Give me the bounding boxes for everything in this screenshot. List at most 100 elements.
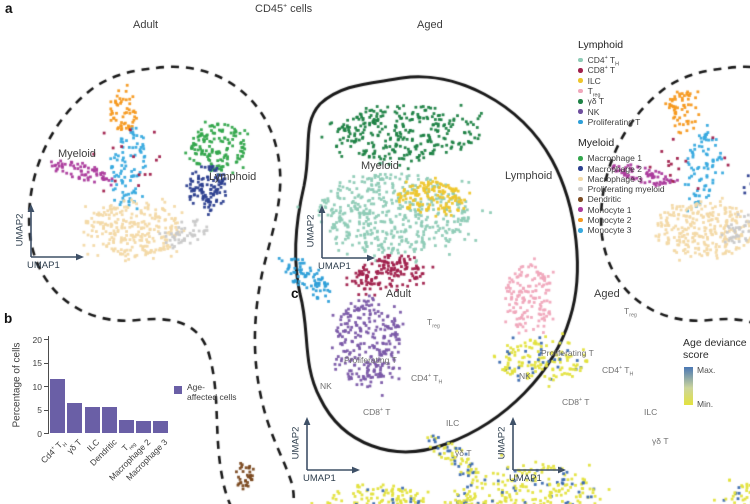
dendritic-color-dot (578, 197, 583, 202)
region-label-lymphoid-adult: Lymphoid (209, 171, 257, 183)
y-tick-label: 5 (37, 405, 42, 415)
y-tick-label: 20 (32, 334, 42, 345)
bar-chart-y-axis (48, 336, 49, 434)
legend-item-label: Treg (587, 86, 601, 99)
y-axis-label: UMAP2 (305, 214, 317, 248)
y-tick-mark (44, 433, 48, 434)
region-label-myeloid-adult: Myeloid (58, 148, 96, 160)
cluster-label-proliferating-t-adult: Proliferating T (344, 355, 397, 365)
cluster-label-ilc-aged: ILC (644, 407, 658, 417)
panel-c-adult-title: Adult (386, 288, 412, 300)
axis-arrows-icon (303, 417, 360, 474)
legend-item-label: CD4+ TH (587, 55, 619, 68)
colorbar-gradient (684, 367, 693, 405)
bar--t (67, 402, 83, 433)
macrophage-1-color-dot (578, 155, 583, 161)
nk-color-dot (578, 109, 583, 114)
colorbar-min-label: Min. (697, 399, 714, 409)
monocyte-1-color-dot (578, 207, 583, 212)
macrophage-2-color-dot (578, 166, 583, 171)
y-axis-label: UMAP2 (14, 213, 26, 247)
colorbar-max-label: Max. (697, 365, 716, 375)
figure-title: CD45+ cells (255, 2, 313, 15)
bar-legend-swatch (174, 386, 182, 394)
legend-item-proliferating-myeloid: Proliferating myeloid (578, 184, 665, 194)
cluster-label-nk-aged: NK (519, 371, 531, 381)
cluster-label-nk-adult: NK (320, 381, 332, 391)
region-label-lymphoid-aged: Lymphoid (505, 170, 553, 182)
cluster-label-cd4-th-adult: CD4+ TH (411, 373, 443, 386)
legend-item-label: Dendritic (587, 194, 622, 205)
bar-macrophage-3 (153, 421, 169, 433)
cluster-label-gamma-delta-t-adult: γδ T (455, 448, 472, 458)
legend-item-treg: Treg (578, 86, 665, 99)
legend-item-macrophage-1: Macrophage 1 (578, 153, 665, 163)
bar-ilc (84, 406, 100, 433)
legend-item-monocyte-2: Monocyte 2 (578, 215, 665, 225)
bar-legend-label-line2: affected cells (187, 392, 237, 402)
bar-chart-y-axis-label: Percentage of cells (11, 342, 23, 428)
bar-treg (118, 420, 134, 433)
umap-axes-c-aged: UMAP2 UMAP1 (497, 412, 575, 488)
y-tick-mark (44, 362, 48, 364)
x-category-label: γδ T (65, 437, 84, 456)
cluster-label-gamma-delta-t-aged: γδ T (652, 436, 669, 446)
legend-item-label: Macrophage 1 (587, 153, 642, 164)
legend-group-header-myeloid: Myeloid (578, 137, 615, 150)
panel-a-aged-title: Aged (417, 19, 443, 31)
legend-item-dendritic: Dendritic (578, 194, 665, 204)
y-tick-mark (44, 409, 48, 411)
y-axis-label: UMAP2 (496, 426, 508, 460)
axis-arrows-icon (27, 204, 84, 261)
x-category-label: Cd4+ TH (38, 439, 69, 466)
legend-item-monocyte-1: Monocyte 1 (578, 205, 665, 215)
cd8-t-color-dot (578, 68, 583, 73)
x-axis-label: UMAP1 (27, 260, 60, 271)
legend-item-label: Proliferating T (587, 116, 641, 127)
x-axis-label: UMAP1 (318, 261, 351, 272)
legend-item-label: ILC (587, 75, 601, 86)
bar-dendritic (101, 407, 117, 433)
legend-item-nk: NK (578, 106, 665, 117)
y-tick-label: 15 (32, 358, 42, 368)
axis-arrows-icon (318, 205, 375, 262)
legend-item-monocyte-3: Monocyte 3 (578, 225, 665, 235)
y-axis-label: UMAP2 (290, 426, 302, 460)
panel-a-adult-title: Adult (133, 19, 159, 31)
panel-c-letter: c (291, 286, 299, 301)
ilc-color-dot (578, 78, 583, 84)
legend-item-label: Proliferating myeloid (587, 184, 665, 195)
umap-axes-c-adult: UMAP2 UMAP1 (291, 412, 369, 488)
legend-item-label: Monocyte 3 (587, 225, 632, 236)
legend-gap (578, 127, 665, 137)
proliferating-t-color-dot (578, 119, 583, 125)
cluster-label-cd8-t-adult: CD8+ T (363, 407, 391, 417)
legend-item-label: γδ T (587, 96, 605, 107)
cluster-label-treg-adult: Treg (427, 317, 440, 330)
x-axis-label: UMAP1 (303, 473, 336, 484)
x-axis-label: UMAP1 (509, 473, 542, 484)
legend-item-label: Macrophage 3 (587, 173, 642, 184)
region-label-myeloid-aged: Myeloid (361, 160, 399, 172)
legend-item-proliferating-t: Proliferating T (578, 117, 665, 127)
colorbar-title: Age deviance score (683, 337, 750, 361)
y-tick-label: 0 (37, 428, 42, 439)
cluster-label-ilc-adult: ILC (446, 418, 460, 428)
monocyte-2-color-dot (578, 217, 583, 223)
bar-cd4-th (50, 378, 66, 433)
legend-item-label: Monocyte 2 (587, 215, 632, 225)
legend-item-gamma-delta-t: γδ T (578, 96, 665, 106)
cluster-label-treg-aged: Treg (624, 306, 637, 319)
colorbar-title-line2: score (683, 349, 709, 361)
monocyte-3-color-dot (578, 228, 583, 233)
legend-item-label: Macrophage 2 (587, 163, 642, 174)
legend-item-cd4-th: CD4+ TH (578, 55, 665, 68)
cluster-label-cd4-th-aged: CD4+ TH (602, 365, 634, 378)
y-tick-mark (44, 386, 48, 387)
bar-legend-label-line1: Age- (187, 382, 205, 392)
legend-item-macrophage-2: Macrophage 2 (578, 163, 665, 174)
treg-color-dot (578, 88, 583, 94)
colorbar-title-line1: Age deviance (683, 337, 747, 349)
panel-c-aged-title: Aged (594, 288, 620, 300)
